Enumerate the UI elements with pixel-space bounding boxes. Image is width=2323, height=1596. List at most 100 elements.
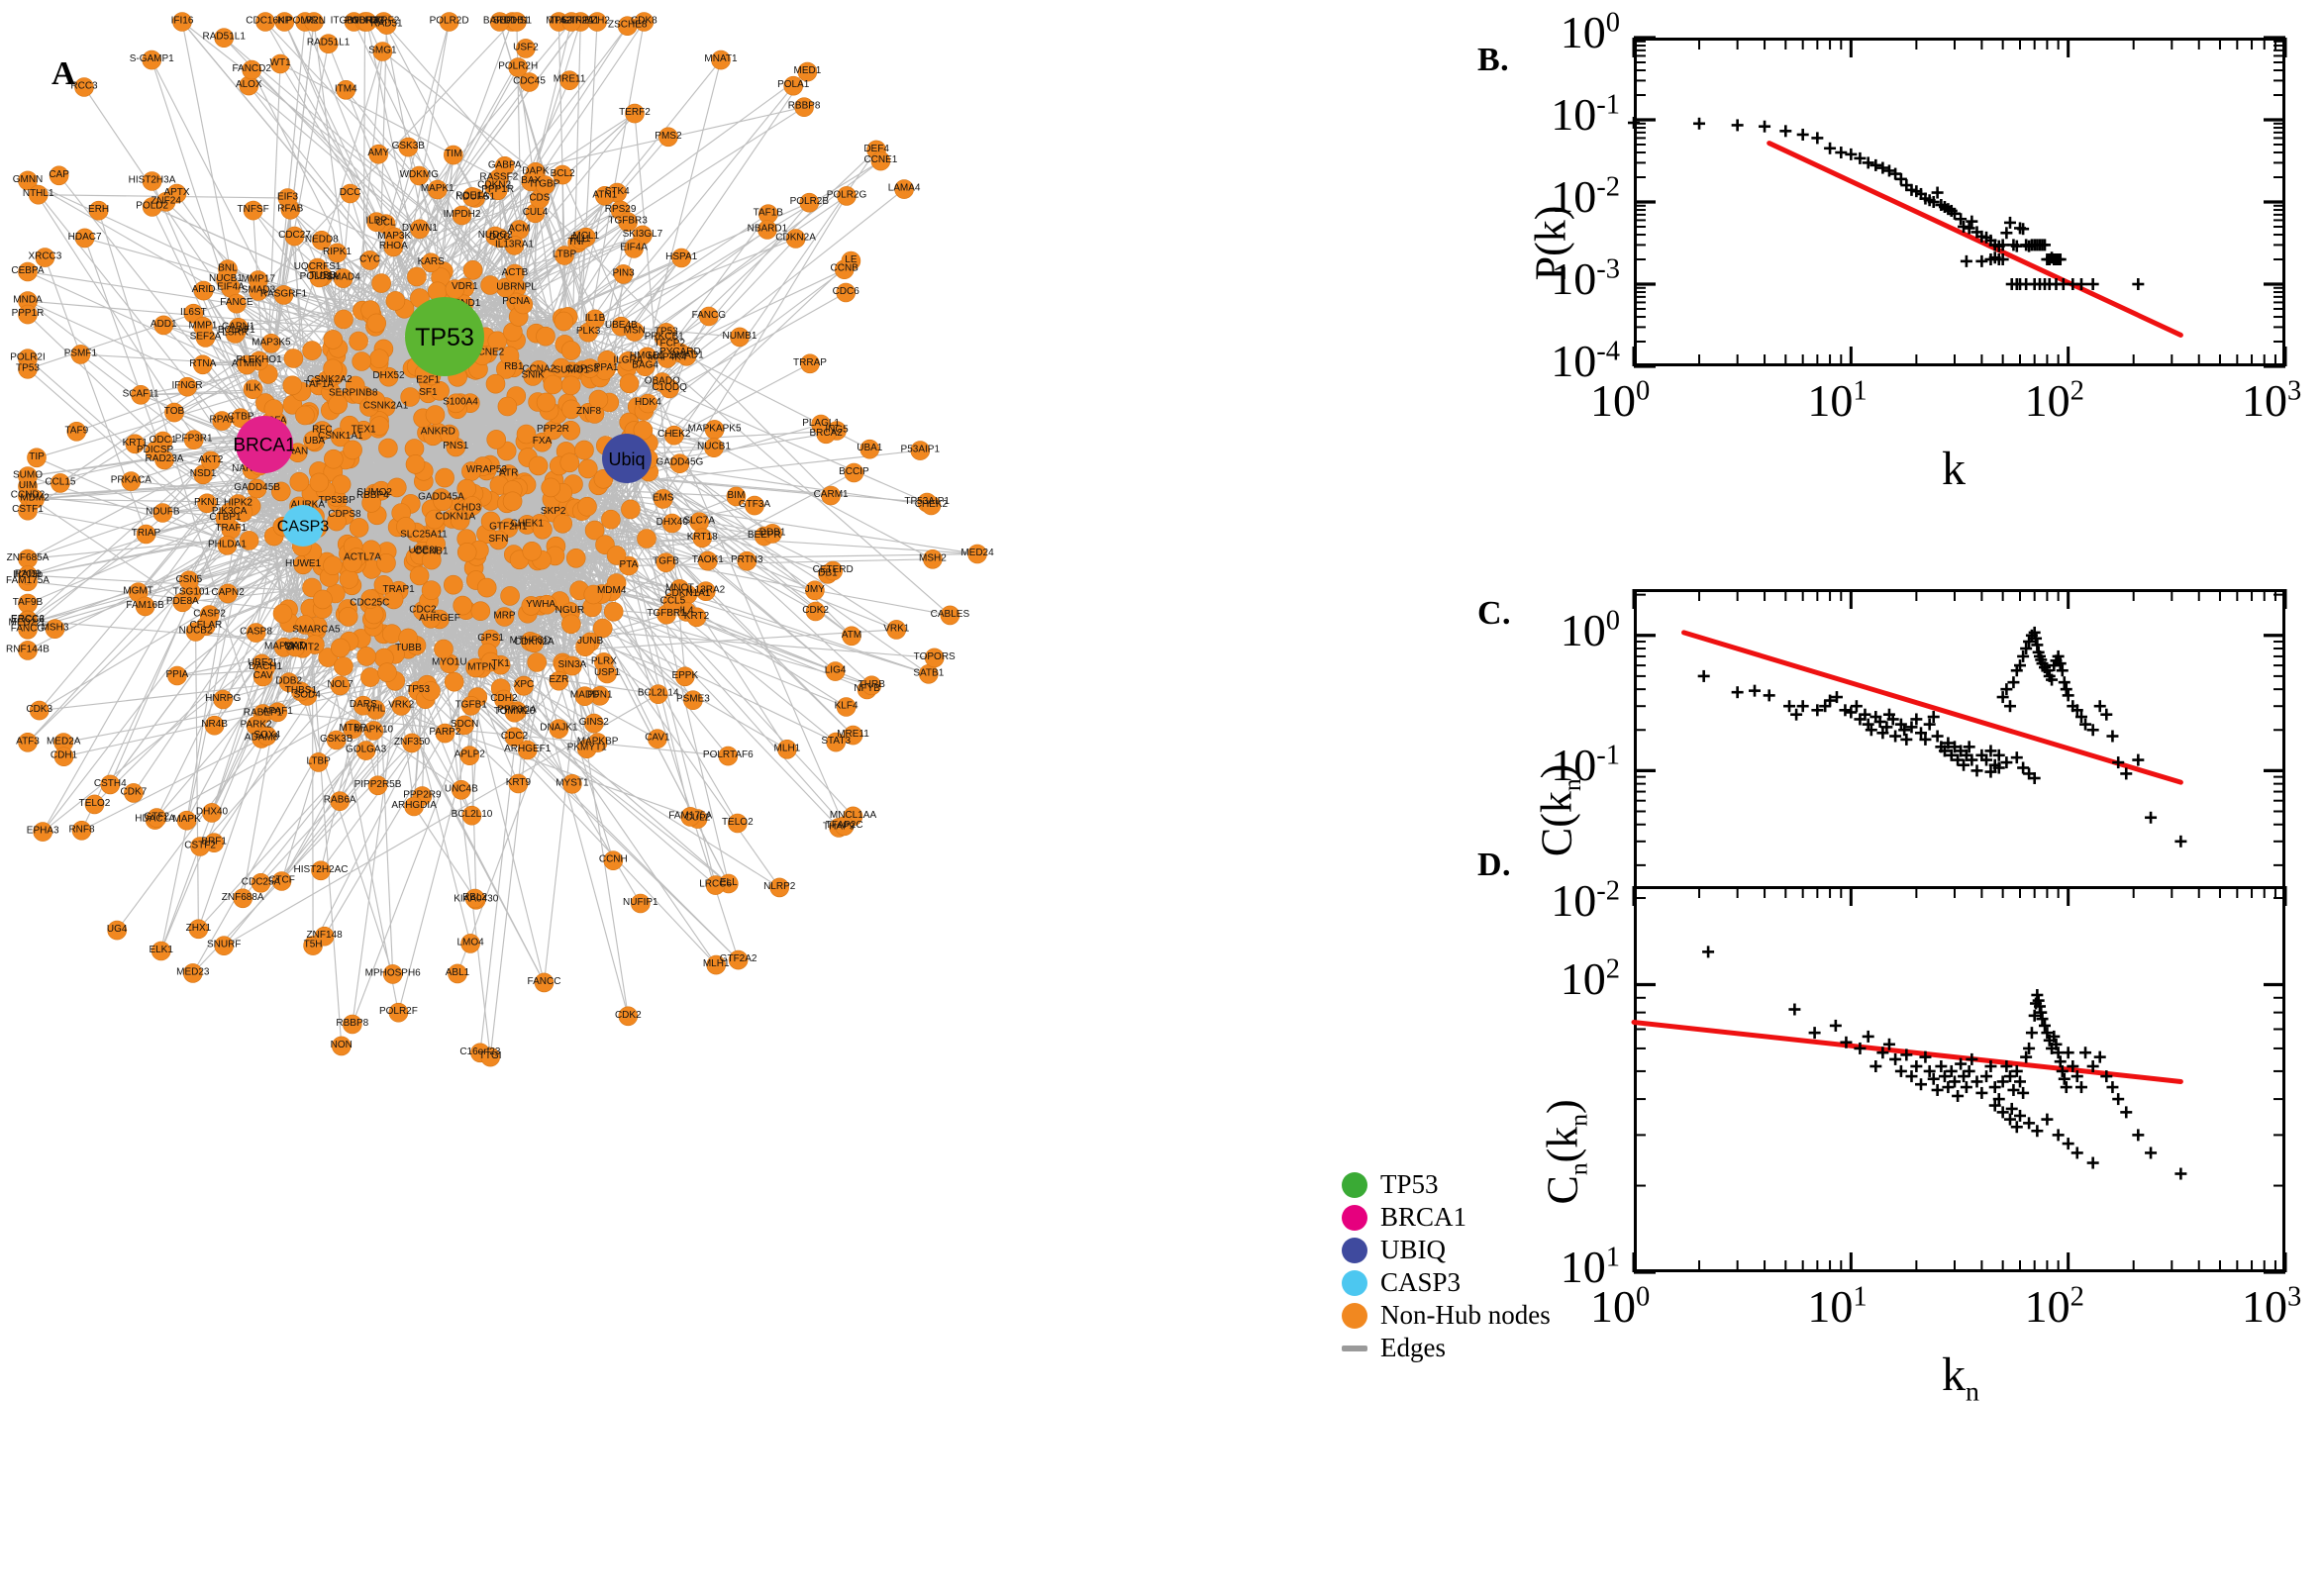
- network-node[interactable]: [330, 638, 351, 658]
- network-node[interactable]: [555, 246, 574, 265]
- network-node[interactable]: [183, 430, 204, 450]
- network-node[interactable]: [131, 384, 151, 405]
- network-node[interactable]: [504, 702, 525, 723]
- network-graph[interactable]: TAF9B ABL1 MNCL1AA TAF1B GMNN ALOX CDC16K KIAA0…: [0, 0, 1456, 1596]
- network-node[interactable]: [617, 16, 638, 37]
- network-node[interactable]: [323, 555, 343, 576]
- network-node[interactable]: [834, 816, 855, 837]
- network-node[interactable]: [522, 541, 543, 561]
- network-node[interactable]: [821, 485, 841, 506]
- network-node[interactable]: [381, 624, 402, 645]
- network-node[interactable]: [730, 327, 750, 348]
- network-node[interactable]: [385, 291, 406, 311]
- network-node[interactable]: [71, 820, 92, 841]
- network-node[interactable]: [248, 270, 268, 290]
- network-node[interactable]: [145, 441, 165, 461]
- network-node[interactable]: [18, 304, 38, 325]
- network-node[interactable]: [214, 28, 234, 49]
- network-node[interactable]: [499, 346, 520, 366]
- network-node[interactable]: [695, 581, 716, 602]
- network-node[interactable]: [247, 478, 267, 499]
- network-node[interactable]: [500, 586, 520, 606]
- network-node[interactable]: [239, 531, 259, 550]
- network-node[interactable]: [836, 697, 857, 717]
- network-node[interactable]: [921, 495, 942, 516]
- network-node[interactable]: [444, 671, 464, 692]
- network-node[interactable]: [193, 354, 213, 375]
- network-node[interactable]: [425, 405, 446, 425]
- network-node[interactable]: [485, 373, 506, 394]
- network-node[interactable]: [527, 652, 548, 672]
- network-node[interactable]: [271, 871, 292, 891]
- network-node[interactable]: [443, 145, 463, 165]
- network-node[interactable]: [237, 354, 256, 375]
- network-node[interactable]: [425, 509, 445, 530]
- network-node[interactable]: [285, 637, 306, 657]
- network-node[interactable]: [214, 936, 234, 956]
- network-node[interactable]: [343, 719, 363, 740]
- network-node[interactable]: [231, 408, 251, 429]
- network-node[interactable]: [579, 358, 600, 378]
- network-node[interactable]: [188, 919, 209, 940]
- network-node[interactable]: [618, 1006, 639, 1027]
- network-node[interactable]: [190, 837, 210, 856]
- network-node[interactable]: [183, 963, 203, 983]
- network-node[interactable]: [342, 552, 362, 572]
- network-node[interactable]: [330, 675, 351, 696]
- hub-node-tp53[interactable]: [405, 297, 484, 376]
- network-node[interactable]: [304, 12, 324, 32]
- network-node[interactable]: [662, 592, 683, 613]
- network-node[interactable]: [328, 394, 349, 415]
- network-node[interactable]: [421, 252, 442, 273]
- network-node[interactable]: [844, 462, 864, 483]
- network-node[interactable]: [340, 183, 360, 204]
- network-node[interactable]: [369, 349, 389, 369]
- network-node[interactable]: [327, 243, 348, 263]
- network-node[interactable]: [388, 1002, 409, 1023]
- network-node[interactable]: [587, 733, 608, 752]
- network-node[interactable]: [356, 647, 376, 666]
- network-node[interactable]: [570, 230, 591, 250]
- network-node[interactable]: [376, 552, 396, 573]
- network-node[interactable]: [588, 389, 609, 410]
- network-node[interactable]: [256, 726, 277, 747]
- network-node[interactable]: [613, 264, 634, 284]
- network-node[interactable]: [435, 723, 455, 744]
- network-node[interactable]: [179, 570, 199, 591]
- network-node[interactable]: [456, 542, 477, 562]
- network-node[interactable]: [152, 503, 173, 523]
- network-node[interactable]: [267, 702, 288, 723]
- network-node[interactable]: [147, 808, 167, 828]
- network-node[interactable]: [508, 57, 529, 77]
- network-node[interactable]: [28, 184, 49, 205]
- network-node[interactable]: [516, 39, 536, 58]
- network-node[interactable]: [519, 72, 540, 92]
- network-node[interactable]: [967, 544, 987, 564]
- network-node[interactable]: [18, 358, 38, 379]
- network-node[interactable]: [462, 496, 482, 516]
- network-node[interactable]: [421, 549, 442, 570]
- network-node[interactable]: [151, 941, 171, 961]
- network-node[interactable]: [669, 453, 690, 474]
- network-node[interactable]: [142, 171, 162, 191]
- network-node[interactable]: [656, 552, 676, 573]
- network-node[interactable]: [70, 345, 91, 364]
- network-node[interactable]: [402, 733, 422, 753]
- network-node[interactable]: [363, 721, 384, 741]
- network-node[interactable]: [283, 349, 304, 368]
- network-node[interactable]: [924, 648, 945, 668]
- network-node[interactable]: [940, 605, 960, 626]
- network-node[interactable]: [870, 150, 891, 171]
- network-node[interactable]: [603, 601, 624, 622]
- network-node[interactable]: [561, 399, 581, 420]
- network-node[interactable]: [562, 655, 582, 676]
- network-node[interactable]: [407, 266, 427, 287]
- network-node[interactable]: [785, 229, 806, 249]
- network-node[interactable]: [383, 589, 404, 610]
- network-node[interactable]: [923, 549, 943, 569]
- network-node[interactable]: [653, 489, 673, 509]
- network-node[interactable]: [663, 425, 684, 446]
- network-node[interactable]: [50, 473, 70, 493]
- network-node[interactable]: [421, 608, 442, 629]
- network-node[interactable]: [421, 681, 441, 701]
